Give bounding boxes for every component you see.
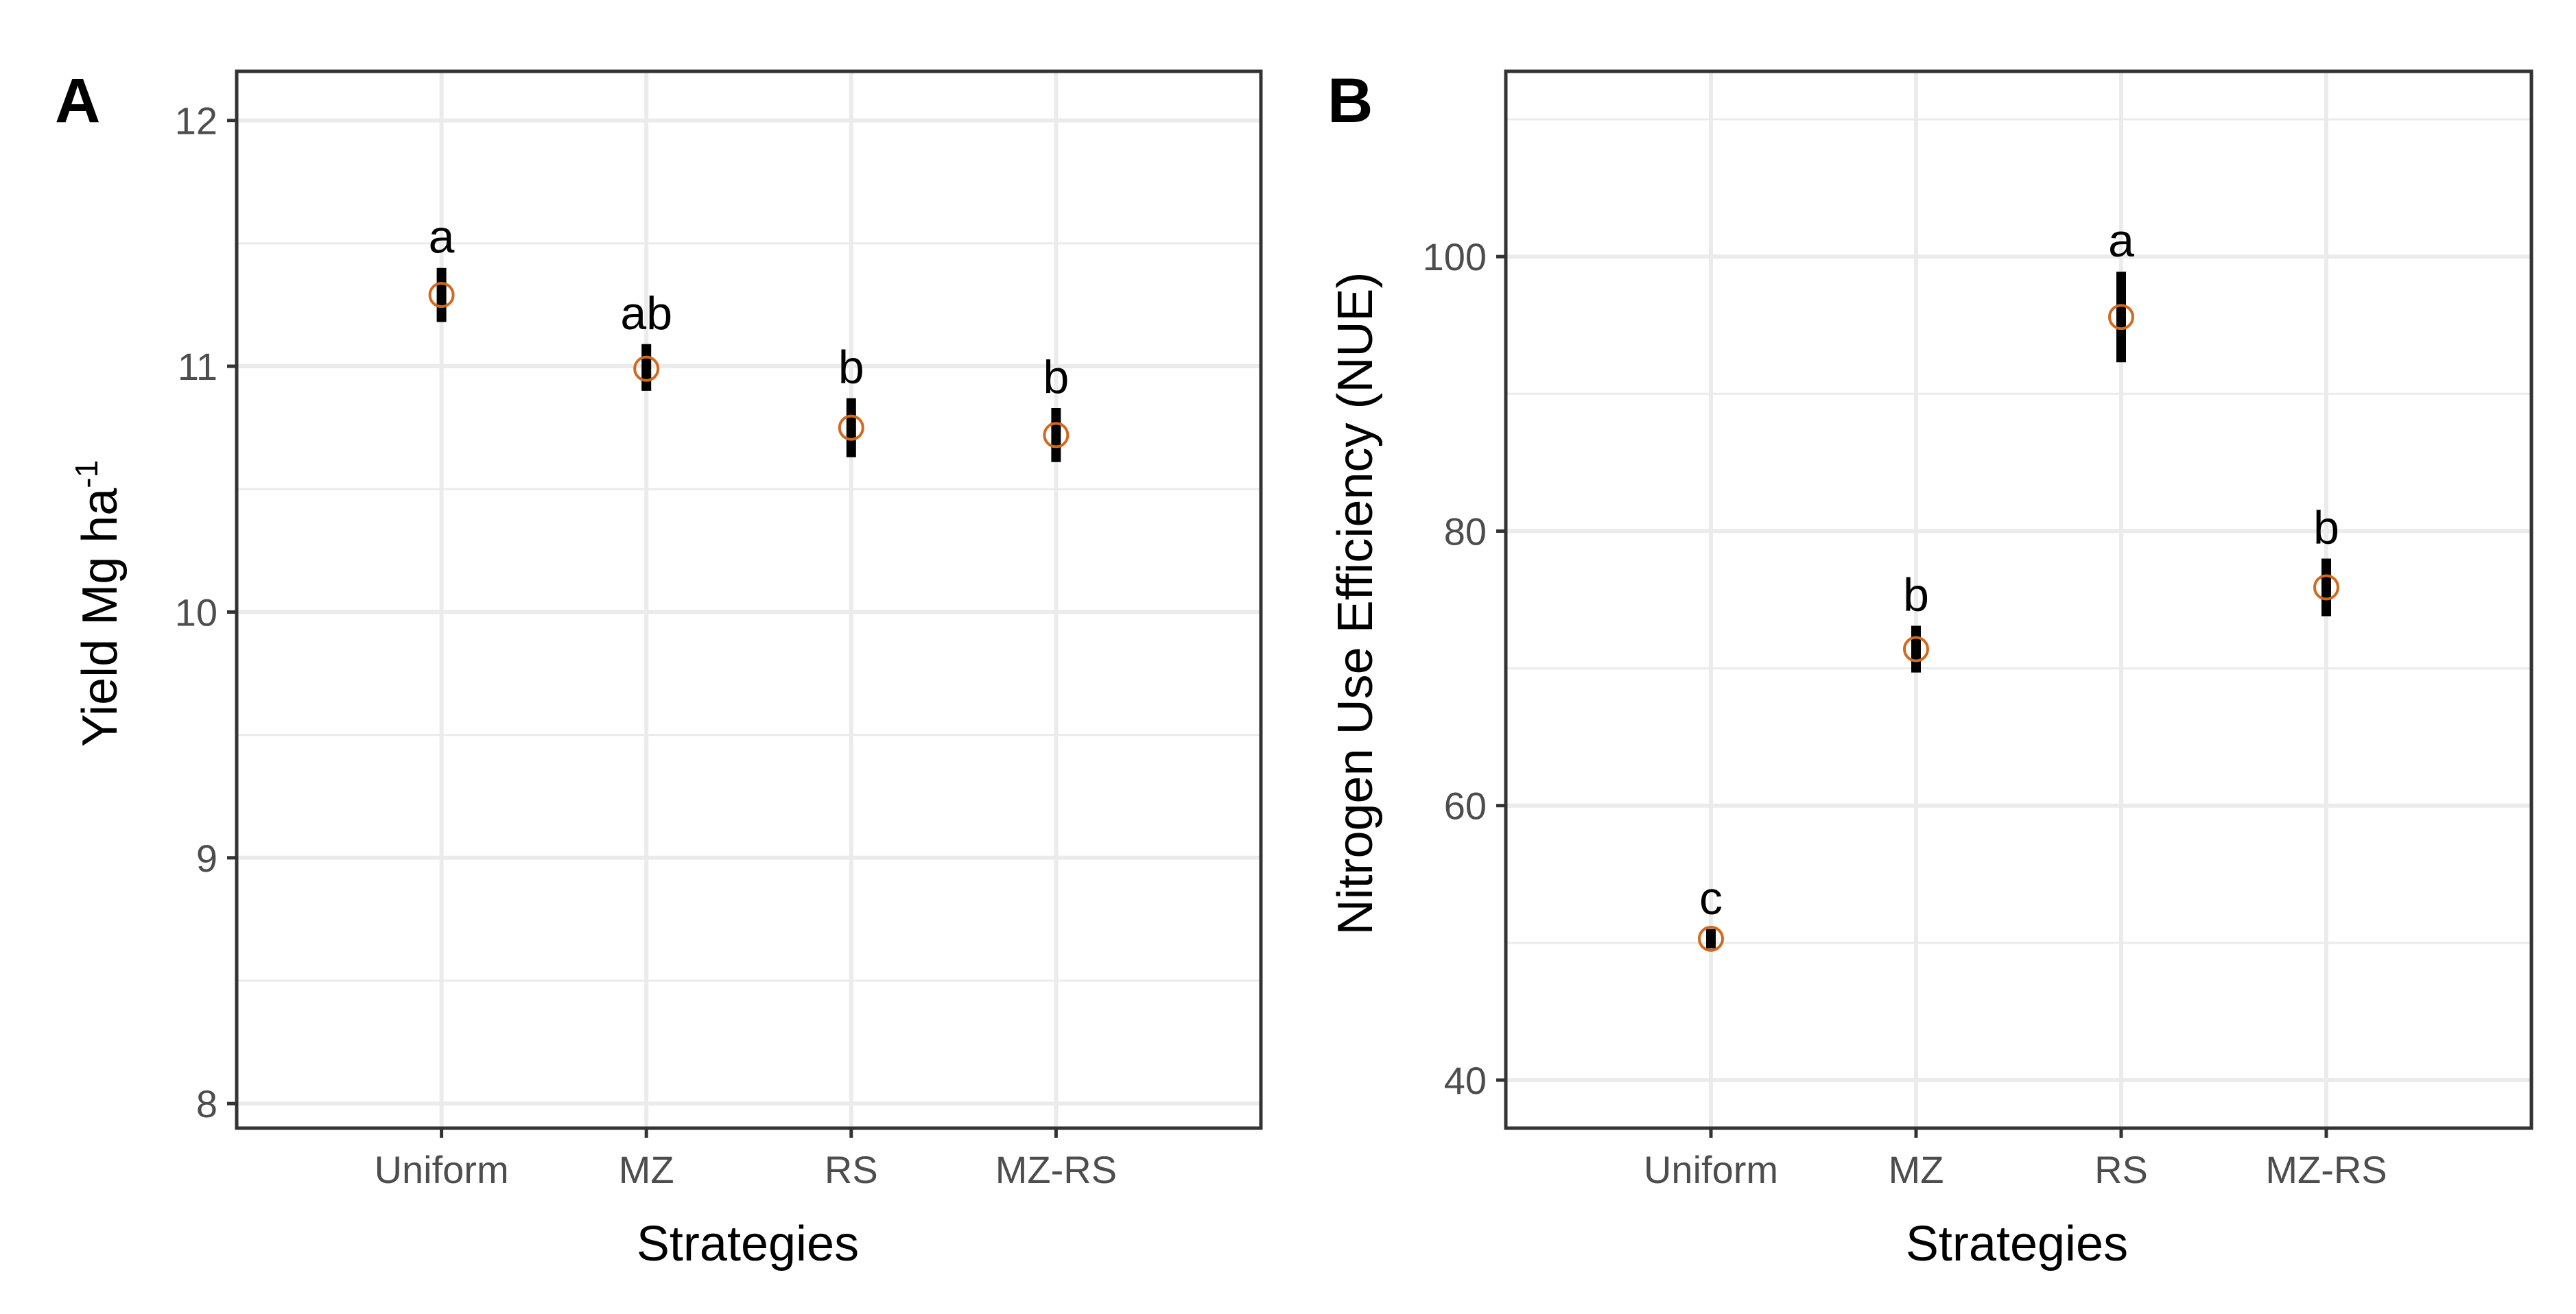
panel-b-significance-letter: a bbox=[2108, 215, 2134, 267]
panel-b-letter: B bbox=[1327, 66, 1373, 136]
panel-b-x-tick-label: MZ-RS bbox=[2265, 1148, 2387, 1191]
panel-b-mean-point bbox=[1903, 636, 1929, 662]
panel-a-x-tick-label: RS bbox=[825, 1148, 878, 1191]
panel-b-significance-letter: b bbox=[2313, 501, 2339, 553]
panel-a-letter: A bbox=[55, 66, 100, 136]
panel-a-y-axis-title-main: Yield Mg ha bbox=[73, 488, 128, 748]
panel-a-mean-point bbox=[428, 282, 455, 309]
panel-b-mean-point bbox=[2108, 304, 2134, 331]
panel-b-background bbox=[1506, 71, 2531, 1128]
panel-b-grid bbox=[1506, 71, 2531, 1128]
panel-b-x-tick-label: MZ bbox=[1889, 1148, 1944, 1191]
panel-a-x-tick-label: MZ bbox=[619, 1148, 674, 1191]
panel-b-significance-letter: c bbox=[1699, 872, 1723, 924]
panel-a-mean-point bbox=[1043, 422, 1070, 449]
panel-a-background bbox=[237, 71, 1261, 1128]
panel-a-y-tick-label: 10 bbox=[175, 590, 217, 634]
panel-b-y-tick-label: 60 bbox=[1444, 785, 1487, 828]
panel-a-mean-point bbox=[838, 414, 864, 441]
panel-a-x-tick-label: Uniform bbox=[375, 1148, 509, 1191]
panel-a-y-axis-title-sup: -1 bbox=[69, 460, 104, 488]
panel-b-y-tick-label: 40 bbox=[1444, 1059, 1487, 1102]
panel-b-frame bbox=[1504, 69, 2533, 1130]
panel-b-x-axis-title: Strategies bbox=[1906, 1217, 2128, 1271]
panel-a-grid bbox=[237, 71, 1261, 1128]
panel-a-y-tick-label: 8 bbox=[196, 1082, 217, 1125]
panel-b-x-tick-label: RS bbox=[2094, 1148, 2148, 1191]
panel-a: a ab b b 8 9 10 11 12 Uniform MZ RS MZ-RS A Strateg… bbox=[55, 66, 1263, 1271]
panel-a-mean-point bbox=[633, 355, 660, 382]
panel-a-significance-letter: b bbox=[1043, 351, 1069, 403]
panel-b-mean-point bbox=[1698, 925, 1724, 952]
panel-b-ticks: 40 60 80 100 Uniform MZ RS MZ-RS bbox=[1423, 235, 2387, 1191]
panel-b-significance-letter: b bbox=[1903, 569, 1929, 621]
panel-a-x-tick-label: MZ-RS bbox=[995, 1148, 1117, 1191]
panel-a-significance-letter: a bbox=[429, 211, 455, 263]
panel-b-y-axis-title: Nitrogen Use Efficiency (NUE) bbox=[1328, 272, 1383, 935]
panel-a-frame bbox=[235, 69, 1263, 1130]
panel-a-y-tick-label: 12 bbox=[175, 99, 217, 143]
panel-b-y-tick-label: 80 bbox=[1444, 510, 1487, 553]
panel-a-y-tick-label: 9 bbox=[196, 837, 217, 880]
panel-a-ticks: 8 9 10 11 12 Uniform MZ RS MZ-RS bbox=[175, 99, 1117, 1191]
panel-b: c b a b 40 60 80 100 Uniform MZ RS MZ-RS B Strateg… bbox=[1327, 66, 2533, 1271]
panel-b-x-tick-label: Uniform bbox=[1644, 1148, 1778, 1191]
panel-a-marks: a ab b b bbox=[428, 211, 1070, 462]
panel-a-y-tick-label: 11 bbox=[178, 345, 217, 388]
panel-b-mean-point bbox=[2313, 574, 2339, 601]
panel-a-significance-letter: b bbox=[838, 342, 864, 394]
panel-b-marks: c b a b bbox=[1698, 215, 2339, 952]
panel-a-y-axis-title: Yield Mg ha-1 bbox=[69, 460, 128, 747]
panel-a-significance-letter: ab bbox=[620, 287, 672, 339]
panel-a-x-axis-title: Strategies bbox=[637, 1217, 859, 1271]
panel-b-y-tick-label: 100 bbox=[1423, 235, 1487, 278]
